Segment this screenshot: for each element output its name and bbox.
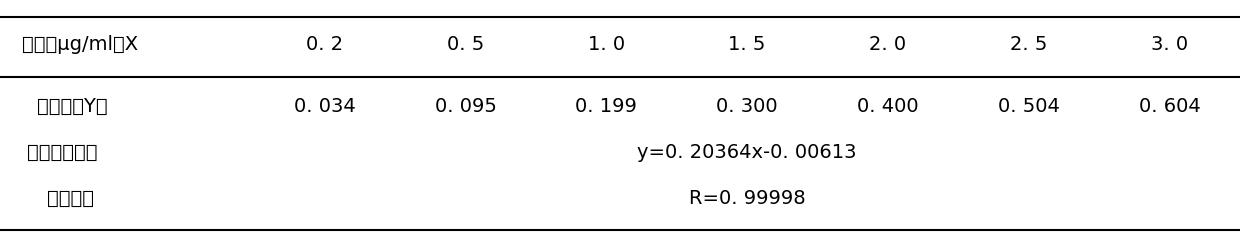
Text: R=0. 99998: R=0. 99998	[688, 188, 806, 208]
Text: 0. 2: 0. 2	[306, 35, 343, 54]
Text: 2. 0: 2. 0	[869, 35, 906, 54]
Text: 相关系数: 相关系数	[47, 188, 94, 208]
Text: 0. 199: 0. 199	[575, 97, 637, 116]
Text: 1. 0: 1. 0	[588, 35, 625, 54]
Text: 0. 034: 0. 034	[294, 97, 356, 116]
Text: 0. 504: 0. 504	[998, 97, 1060, 116]
Text: 0. 604: 0. 604	[1138, 97, 1200, 116]
Text: 2. 5: 2. 5	[1011, 35, 1048, 54]
Text: 线性回归方程: 线性回归方程	[27, 143, 98, 162]
Text: 0. 095: 0. 095	[434, 97, 496, 116]
Text: 吸光度（Y）: 吸光度（Y）	[37, 97, 108, 116]
Text: 0. 400: 0. 400	[857, 97, 919, 116]
Text: 浓度（μg/ml）X: 浓度（μg/ml）X	[22, 35, 139, 54]
Text: 0. 5: 0. 5	[446, 35, 484, 54]
Text: 3. 0: 3. 0	[1151, 35, 1188, 54]
Text: 0. 300: 0. 300	[717, 97, 777, 116]
Text: y=0. 20364x-0. 00613: y=0. 20364x-0. 00613	[637, 143, 857, 162]
Text: 1. 5: 1. 5	[728, 35, 766, 54]
